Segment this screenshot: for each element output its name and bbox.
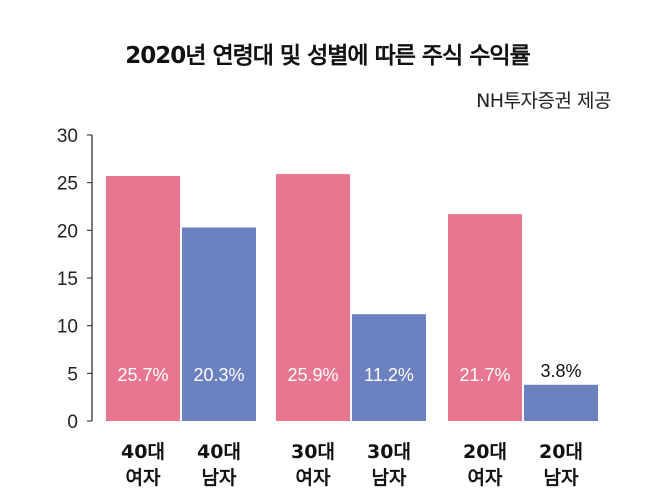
category-label-5-line1: 20대: [539, 441, 583, 463]
data-label-4: 21.7%: [459, 365, 510, 385]
category-label-0-line1: 40대: [121, 441, 165, 463]
category-label-3-line2: 남자: [372, 467, 407, 489]
bar-0: [106, 175, 180, 421]
category-label-0-line2: 여자: [126, 467, 161, 489]
y-tick-label-6: 30: [57, 126, 78, 147]
y-tick-label-0: 0: [67, 412, 78, 433]
y-tick-label-4: 20: [57, 221, 78, 242]
data-label-2: 25.9%: [287, 365, 338, 385]
bar-3: [352, 314, 426, 421]
y-tick-label-5: 25: [57, 174, 78, 195]
category-label-1-line2: 남자: [202, 467, 237, 489]
data-label-1: 20.3%: [193, 365, 244, 385]
bar-5: [524, 384, 598, 421]
category-label-2-line2: 여자: [296, 467, 331, 489]
y-tick-label-3: 15: [57, 269, 78, 290]
category-label-5-line2: 남자: [544, 467, 579, 489]
category-label-3-line1: 30대: [367, 441, 411, 463]
data-label-3: 11.2%: [364, 365, 414, 385]
chart-title: 2020년 연령대 및 성별에 따른 주식 수익률: [125, 43, 530, 69]
y-tick-label-2: 10: [57, 317, 78, 338]
category-label-4-line1: 20대: [463, 441, 507, 463]
chart-source: NH투자증권 제공: [476, 90, 611, 112]
category-label-2-line1: 30대: [291, 441, 335, 463]
category-label-1-line1: 40대: [197, 441, 241, 463]
data-label-0: 25.7%: [117, 365, 168, 385]
bar-1: [182, 227, 256, 421]
data-label-5: 3.8%: [540, 361, 581, 381]
category-label-4-line2: 여자: [468, 467, 503, 489]
bar-2: [276, 174, 350, 421]
y-tick-label-1: 5: [67, 364, 78, 385]
bar-4: [448, 214, 522, 421]
